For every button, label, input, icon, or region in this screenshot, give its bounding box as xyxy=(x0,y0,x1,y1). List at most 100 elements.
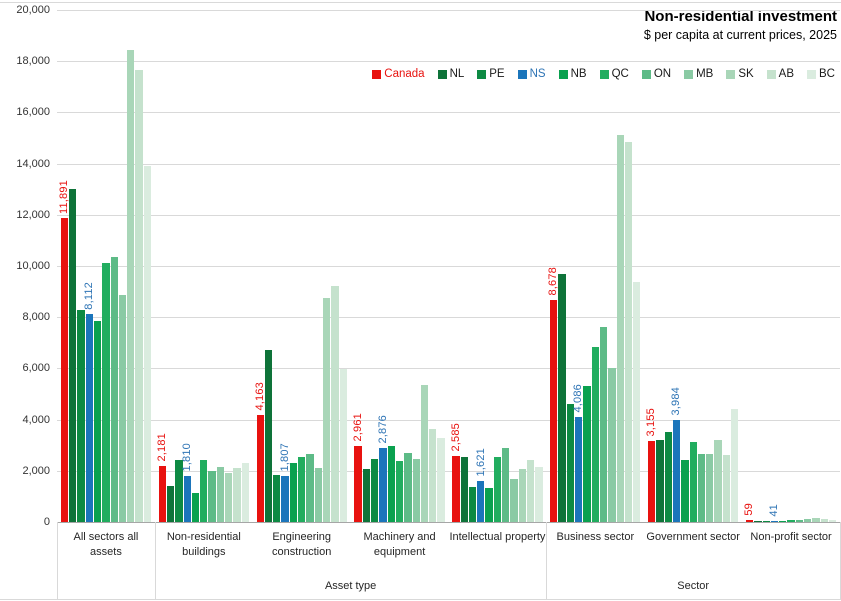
chart-bottom-border xyxy=(0,599,841,600)
legend-label: NS xyxy=(529,68,546,80)
gridline xyxy=(57,266,840,267)
legend-swatch-icon xyxy=(558,69,568,79)
bar-group xyxy=(546,10,644,522)
legend-label: MB xyxy=(696,68,714,80)
legend-label: PE xyxy=(489,68,505,80)
bar-value-label: 1,810 xyxy=(180,443,193,472)
bar-nb xyxy=(387,446,395,522)
bar-ab xyxy=(820,519,828,522)
bar-nb xyxy=(681,460,689,522)
bar-ns xyxy=(770,521,779,522)
axis-separator xyxy=(546,522,548,599)
bar-pe xyxy=(762,521,770,522)
bar-pe xyxy=(77,310,85,522)
bar-canada xyxy=(256,415,264,522)
y-tick-label: 2,000 xyxy=(22,464,50,477)
bar-mb xyxy=(216,467,225,522)
bar-on xyxy=(502,448,510,522)
legend-swatch-icon xyxy=(641,69,651,79)
bar-ab xyxy=(526,460,535,522)
bar-value-label: 11,891 xyxy=(57,179,70,214)
category-axis: All sectors all assets Non-residential bu… xyxy=(57,523,840,599)
category-label: Government sector xyxy=(646,531,740,543)
bar-sk xyxy=(812,518,820,522)
legend-label: ON xyxy=(653,68,672,80)
legend-item-nb: NB xyxy=(558,68,587,80)
legend-label: NL xyxy=(449,68,465,80)
bar-nl xyxy=(264,350,273,522)
bar-qc xyxy=(787,520,795,522)
y-tick-label: 20,000 xyxy=(16,4,50,16)
y-tick-label: 12,000 xyxy=(16,208,50,221)
bar-mb xyxy=(314,468,322,522)
legend-swatch-icon xyxy=(766,69,776,79)
bar-bc xyxy=(535,467,543,522)
bar-group xyxy=(449,10,547,522)
gridline xyxy=(57,112,840,114)
bar-nl xyxy=(656,440,664,522)
bar-bc xyxy=(633,282,641,522)
gridline xyxy=(57,61,840,63)
axis-span-label: Sector xyxy=(677,580,710,592)
bar-canada xyxy=(550,300,558,522)
legend-label: Canada xyxy=(384,68,425,80)
bar-sk xyxy=(714,440,722,522)
bar-ns xyxy=(672,420,681,522)
bar-mb xyxy=(118,295,127,522)
bar-mb xyxy=(510,479,518,522)
axis-separator xyxy=(57,522,58,599)
bar-on xyxy=(697,454,706,522)
category-label: Business sector xyxy=(556,531,635,543)
bar-ns xyxy=(477,481,485,522)
bar-on xyxy=(795,520,803,522)
legend-label: NB xyxy=(570,68,587,80)
bar-ns xyxy=(85,314,93,522)
category-label: Machinery and equipment xyxy=(363,531,436,558)
bar-sk xyxy=(518,469,526,522)
bar-mb xyxy=(804,519,812,522)
bar-value-label: 4,086 xyxy=(571,384,584,413)
legend-swatch-icon xyxy=(477,69,487,79)
gridline xyxy=(57,163,840,165)
axis-span-label: Asset type xyxy=(324,580,377,592)
bar-group xyxy=(57,10,155,522)
bar-group xyxy=(155,10,253,522)
bar-ns xyxy=(575,417,583,522)
y-tick-label: 6,000 xyxy=(22,362,50,375)
category-label: Engineering construction xyxy=(272,531,332,558)
bar-mb xyxy=(412,459,420,522)
legend-item-canada: Canada xyxy=(372,68,425,80)
category-label: All sectors all assets xyxy=(73,531,139,558)
bar-canada xyxy=(158,466,166,522)
axis-separator xyxy=(154,522,156,599)
bar-bc xyxy=(731,409,739,522)
gridline xyxy=(57,368,840,370)
bar-value-label: 3,984 xyxy=(669,387,682,416)
gridline xyxy=(57,470,840,472)
bar-pe xyxy=(371,459,379,522)
gridline xyxy=(57,214,840,216)
bar-value-label: 8,112 xyxy=(82,282,95,310)
bar-sk xyxy=(420,385,429,522)
bar-canada xyxy=(745,520,754,522)
bar-bc xyxy=(828,520,837,522)
bar-ab xyxy=(331,286,339,522)
bar-group xyxy=(742,10,840,522)
legend-swatch-icon xyxy=(684,69,694,79)
bar-ab xyxy=(624,142,633,522)
bar-value-label: 1,621 xyxy=(474,448,487,477)
category-label: Intellectual property xyxy=(449,531,546,543)
legend-label: QC xyxy=(611,68,629,80)
legend-label: SK xyxy=(738,68,754,80)
bar-pe xyxy=(468,487,477,522)
bar-on xyxy=(208,471,216,522)
bar-value-label: 2,585 xyxy=(449,423,462,452)
plot-area: 11,891 8,112 2,181 1,810 4,163 1,807 2,961 2,87… xyxy=(57,10,840,523)
gridline xyxy=(57,419,840,421)
bar-sk xyxy=(225,473,233,522)
bar-value-label: 2,876 xyxy=(376,415,389,444)
y-tick-label: 0 xyxy=(43,516,50,528)
y-tick-label: 14,000 xyxy=(16,157,50,170)
bar-group xyxy=(351,10,449,522)
